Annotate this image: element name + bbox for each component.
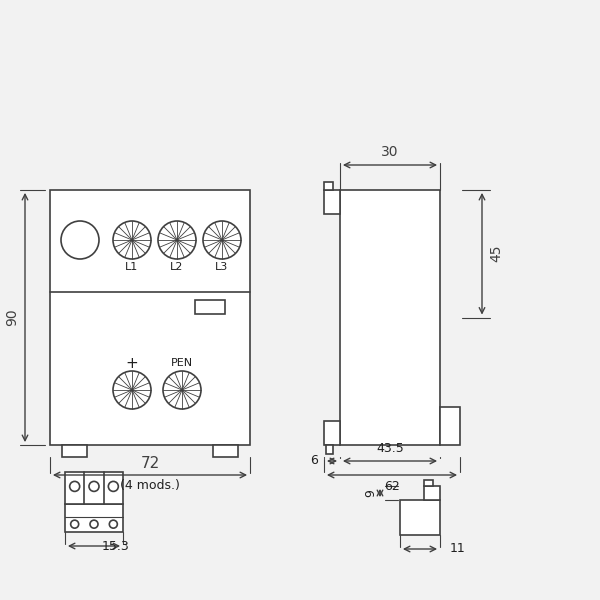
Circle shape bbox=[158, 221, 196, 259]
Bar bbox=[324, 190, 340, 214]
Circle shape bbox=[71, 520, 79, 528]
Bar bbox=[213, 445, 238, 457]
Bar bbox=[62, 445, 87, 457]
Text: (4 mods.): (4 mods.) bbox=[120, 479, 180, 491]
Bar bbox=[324, 182, 333, 190]
Bar bbox=[324, 421, 340, 445]
Bar bbox=[424, 480, 433, 486]
Circle shape bbox=[113, 221, 151, 259]
Circle shape bbox=[90, 520, 98, 528]
Circle shape bbox=[61, 221, 99, 259]
Circle shape bbox=[163, 371, 201, 409]
Text: L1: L1 bbox=[125, 262, 139, 272]
Bar bbox=[65, 472, 123, 504]
Bar bbox=[65, 504, 123, 532]
Circle shape bbox=[113, 371, 151, 409]
Text: 90: 90 bbox=[5, 308, 19, 326]
Bar bbox=[440, 407, 460, 445]
Circle shape bbox=[109, 481, 118, 491]
Text: 30: 30 bbox=[381, 145, 399, 159]
Text: +: + bbox=[125, 355, 139, 370]
Circle shape bbox=[89, 481, 99, 491]
Bar bbox=[424, 486, 440, 500]
Bar bbox=[326, 445, 333, 454]
Bar bbox=[400, 500, 440, 535]
Circle shape bbox=[70, 481, 80, 491]
Text: L3: L3 bbox=[215, 262, 229, 272]
Bar bbox=[340, 190, 440, 445]
Bar bbox=[195, 300, 225, 314]
Text: 43.5: 43.5 bbox=[376, 442, 404, 455]
Text: 11: 11 bbox=[450, 542, 466, 556]
Text: L2: L2 bbox=[170, 262, 184, 272]
Text: PEN: PEN bbox=[171, 358, 193, 368]
Text: 6: 6 bbox=[310, 455, 318, 467]
Circle shape bbox=[109, 520, 118, 528]
Text: 72: 72 bbox=[140, 457, 160, 472]
Bar bbox=[50, 190, 250, 445]
Text: 15.3: 15.3 bbox=[102, 539, 130, 553]
Text: 45: 45 bbox=[489, 245, 503, 263]
Text: 62: 62 bbox=[384, 481, 400, 493]
Circle shape bbox=[203, 221, 241, 259]
Text: 9: 9 bbox=[365, 489, 377, 497]
